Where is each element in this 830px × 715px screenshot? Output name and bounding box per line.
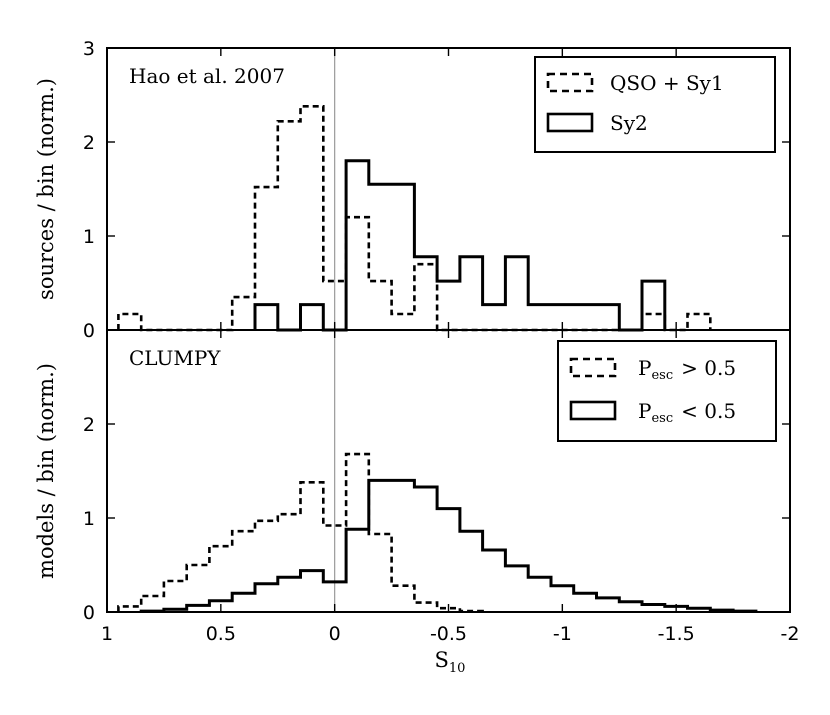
legend-label-qso-sy1: QSO + Sy1 <box>610 71 724 95</box>
x-tick-label: -0.5 <box>430 623 467 645</box>
y-tick-label: 3 <box>83 38 95 60</box>
bottom-y-axis-label: models / bin (norm.) <box>34 363 58 579</box>
x-tick-label: -1 <box>553 623 572 645</box>
bottom-panel-title: CLUMPY <box>129 346 221 370</box>
bottom-plot-frame <box>106 329 791 613</box>
legend-label-pesc-lt: Pesc < 0.5 <box>638 399 736 426</box>
series-top-dashed <box>117 105 712 332</box>
series-bot-solid <box>139 478 758 613</box>
top-ticks-group: 0 1 2 3 <box>83 38 791 342</box>
legend-swatch-pesc-gt <box>569 357 617 378</box>
top-legend: QSO + Sy1 Sy2 <box>534 56 776 153</box>
y-tick-label: 2 <box>83 414 95 436</box>
bottom-legend-box <box>557 340 777 442</box>
top-panel-title: Hao et al. 2007 <box>129 64 285 88</box>
x-axis-label: S10 <box>435 648 466 676</box>
top-series-group <box>117 105 712 332</box>
y-tick-label: 1 <box>83 508 95 530</box>
x-tick-label: 0 <box>329 623 341 645</box>
legend-label-pesc-gt: Pesc > 0.5 <box>638 356 736 383</box>
top-y-axis-label: sources / bin (norm.) <box>34 78 58 300</box>
y-tick-label: 0 <box>83 602 95 624</box>
series-bot-dashed <box>117 452 484 613</box>
y-tick-label: 0 <box>83 320 95 342</box>
x-tick-label: -1.5 <box>658 623 695 645</box>
bottom-legend: Pesc > 0.5 Pesc < 0.5 <box>557 340 777 442</box>
x-tick-label: 0.5 <box>206 623 236 645</box>
y-tick-label: 2 <box>83 132 95 154</box>
top-panel: 0 1 2 3 Hao et al. 2007 sources / bin (norm… <box>34 38 791 342</box>
legend-swatch-sy2 <box>546 112 594 133</box>
legend-label-sy2: Sy2 <box>610 111 648 135</box>
legend-swatch-pesc-lt <box>569 400 617 421</box>
series-top-solid <box>253 159 667 332</box>
y-tick-label: 1 <box>83 226 95 248</box>
x-tick-label: -2 <box>781 623 800 645</box>
legend-swatch-qso-sy1 <box>546 72 594 93</box>
x-tick-label: 1 <box>101 623 113 645</box>
bottom-series-group <box>117 452 758 613</box>
